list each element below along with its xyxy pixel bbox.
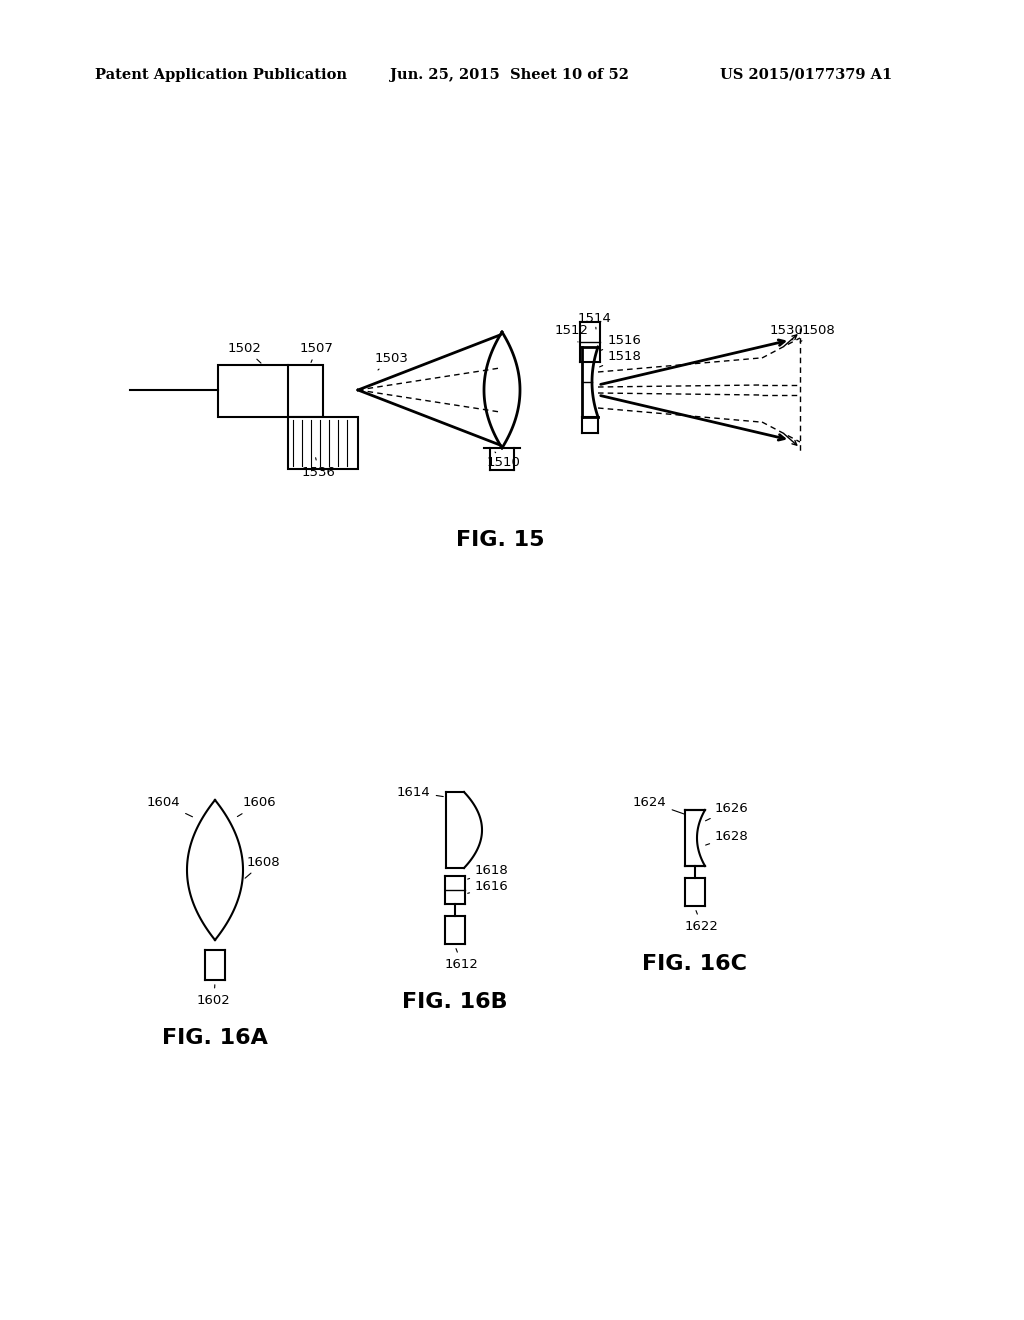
- Text: 1618: 1618: [468, 865, 509, 879]
- Text: 1614: 1614: [397, 785, 443, 799]
- Text: 1503: 1503: [375, 351, 409, 370]
- Text: FIG. 16C: FIG. 16C: [642, 954, 748, 974]
- Text: 1514: 1514: [578, 312, 612, 329]
- Text: 1606: 1606: [238, 796, 276, 817]
- Text: 1510: 1510: [487, 451, 521, 469]
- Text: FIG. 16B: FIG. 16B: [402, 993, 508, 1012]
- Text: FIG. 16A: FIG. 16A: [162, 1028, 268, 1048]
- Text: 1628: 1628: [706, 829, 749, 845]
- Text: Jun. 25, 2015  Sheet 10 of 52: Jun. 25, 2015 Sheet 10 of 52: [390, 69, 629, 82]
- Text: 1508: 1508: [800, 323, 836, 342]
- Text: 1616: 1616: [468, 880, 509, 894]
- Text: 1530: 1530: [770, 323, 804, 341]
- Text: 1602: 1602: [197, 985, 230, 1006]
- Text: US 2015/0177379 A1: US 2015/0177379 A1: [720, 69, 892, 82]
- Text: 1507: 1507: [300, 342, 334, 363]
- Text: FIG. 15: FIG. 15: [456, 531, 544, 550]
- Text: 1516: 1516: [599, 334, 642, 351]
- Bar: [218, 366, 323, 417]
- Text: 1518: 1518: [599, 350, 642, 367]
- Text: 1612: 1612: [445, 949, 479, 970]
- Text: 1604: 1604: [147, 796, 193, 817]
- Text: 1502: 1502: [228, 342, 262, 363]
- Text: Patent Application Publication: Patent Application Publication: [95, 69, 347, 82]
- Text: 1626: 1626: [706, 801, 749, 821]
- Text: 1512: 1512: [555, 323, 589, 342]
- Text: 1624: 1624: [633, 796, 684, 814]
- Text: 1622: 1622: [685, 911, 719, 932]
- Bar: [288, 417, 358, 469]
- Text: 1608: 1608: [245, 855, 281, 878]
- Text: 1536: 1536: [302, 458, 336, 479]
